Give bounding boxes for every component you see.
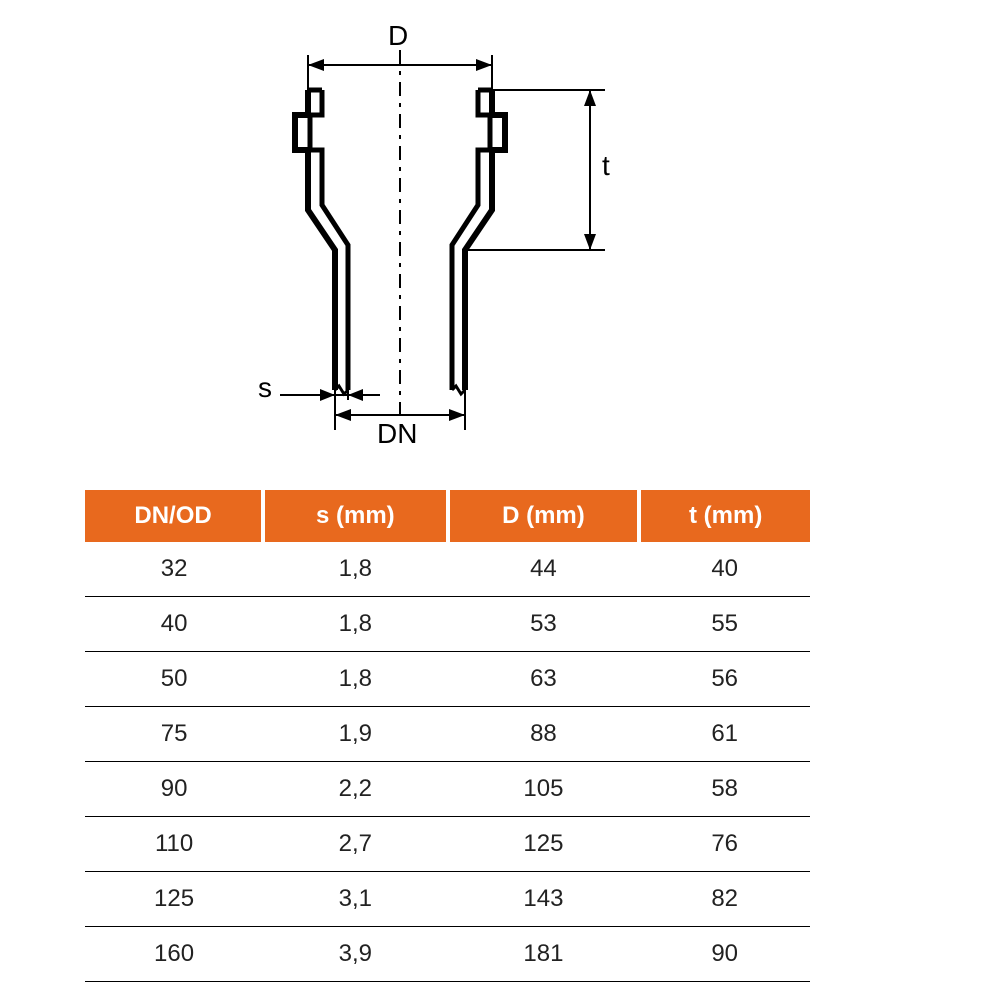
table-cell: 61 (639, 707, 810, 762)
table-row: 1603,918190 (85, 927, 810, 982)
table-cell: 88 (448, 707, 640, 762)
table-cell: 160 (85, 927, 263, 982)
table-cell: 63 (448, 652, 640, 707)
table-cell: 32 (85, 542, 263, 597)
table-cell: 1,8 (263, 542, 447, 597)
table-cell: 75 (85, 707, 263, 762)
table-header-cell: s (mm) (263, 490, 447, 542)
table-cell: 40 (639, 542, 810, 597)
table-cell: 56 (639, 652, 810, 707)
table-cell: 58 (639, 762, 810, 817)
table-row: 401,85355 (85, 597, 810, 652)
table-row: 751,98861 (85, 707, 810, 762)
table-cell: 2,2 (263, 762, 447, 817)
label-t: t (602, 150, 610, 182)
table-cell: 50 (85, 652, 263, 707)
table-row: 501,86356 (85, 652, 810, 707)
table-header-cell: D (mm) (448, 490, 640, 542)
table-cell: 105 (448, 762, 640, 817)
table-cell: 53 (448, 597, 640, 652)
label-dn: DN (377, 418, 417, 450)
table-row: 1102,712576 (85, 817, 810, 872)
table-cell: 40 (85, 597, 263, 652)
pipe-diagram: D t s DN (170, 20, 730, 460)
table-cell: 1,8 (263, 597, 447, 652)
table-cell: 1,8 (263, 652, 447, 707)
table-row: 902,210558 (85, 762, 810, 817)
table-cell: 82 (639, 872, 810, 927)
table-cell: 181 (448, 927, 640, 982)
table-cell: 44 (448, 542, 640, 597)
table-cell: 125 (85, 872, 263, 927)
table-row: 321,84440 (85, 542, 810, 597)
table-cell: 76 (639, 817, 810, 872)
table-cell: 3,1 (263, 872, 447, 927)
table-cell: 3,9 (263, 927, 447, 982)
table-row: 1253,114382 (85, 872, 810, 927)
table-cell: 2,7 (263, 817, 447, 872)
table-cell: 143 (448, 872, 640, 927)
label-d: D (388, 20, 408, 52)
table-cell: 90 (85, 762, 263, 817)
table-cell: 1,9 (263, 707, 447, 762)
table-header-cell: t (mm) (639, 490, 810, 542)
label-s: s (258, 372, 272, 404)
table-cell: 90 (639, 927, 810, 982)
table-cell: 125 (448, 817, 640, 872)
table-header-cell: DN/OD (85, 490, 263, 542)
table-cell: 110 (85, 817, 263, 872)
dimensions-table: DN/ODs (mm)D (mm)t (mm) 321,84440401,853… (85, 490, 810, 982)
table-cell: 55 (639, 597, 810, 652)
